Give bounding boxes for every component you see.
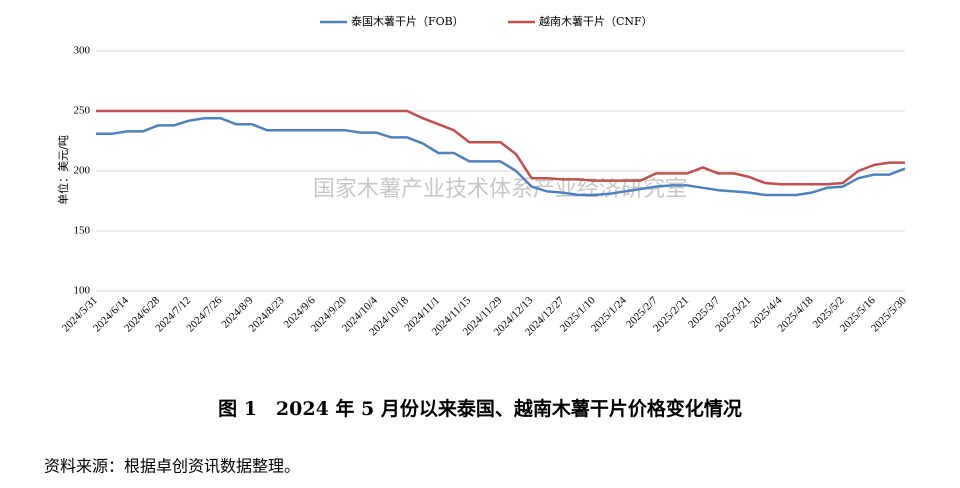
series-line xyxy=(96,109,905,186)
y-tick-label: 200 xyxy=(74,165,91,177)
y-tick-label: 100 xyxy=(74,285,91,297)
y-tick-label: 250 xyxy=(74,105,91,117)
series-line xyxy=(96,116,906,197)
legend-label: 泰国木薯干片（FOB） xyxy=(351,14,464,28)
y-tick-label: 300 xyxy=(74,45,91,57)
legend-label: 越南木薯干片（CNF） xyxy=(539,14,653,28)
figure-caption: 图 1 2024 年 5 月份以来泰国、越南木薯干片价格变化情况 xyxy=(218,397,742,420)
source-note: 资料来源：根据卓创资讯数据整理。 xyxy=(44,457,300,476)
y-axis-label: 单位：美元/吨 xyxy=(56,135,70,205)
y-tick-label: 150 xyxy=(74,225,91,237)
